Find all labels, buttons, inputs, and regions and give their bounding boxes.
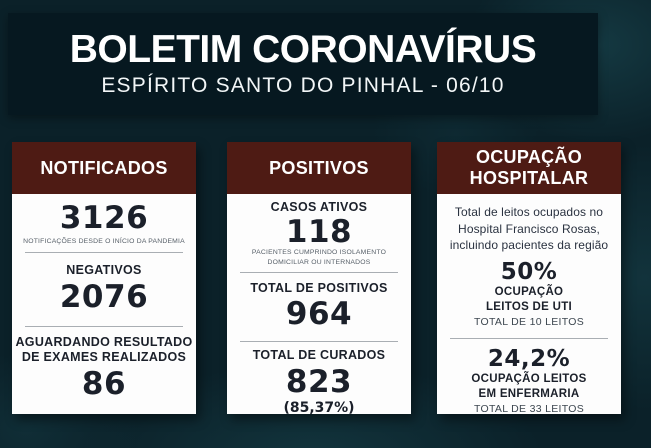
divider	[450, 338, 608, 340]
stat-label-total-curados: TOTAL DE CURADOS	[252, 348, 386, 363]
divider	[25, 252, 183, 254]
stat-label-uti: OCUPAÇÃO LEITOS DE UTI	[485, 285, 573, 313]
stat-label-enfermaria: OCUPAÇÃO LEITOS EM ENFERMARIA	[471, 373, 587, 401]
bulletin-header: BOLETIM CORONAVÍRUS ESPÍRITO SANTO DO PI…	[8, 13, 598, 115]
page-title: BOLETIM CORONAVÍRUS	[69, 27, 537, 71]
stat-value-uti: 50%	[500, 258, 558, 285]
card-body: 3126 NOTIFICAÇÕES DESDE O INÍCIO DA PAND…	[12, 194, 196, 414]
divider	[240, 341, 398, 343]
stat-label-casos-ativos: CASOS ATIVOS	[270, 200, 368, 214]
stat-value-notificados: 3126	[59, 200, 149, 236]
stat-value-enfermaria: 24,2%	[487, 346, 571, 373]
stat-label-negativos: NEGATIVOS	[66, 263, 142, 278]
card-body: CASOS ATIVOS 118 PACIENTES CUMPRINDO ISO…	[227, 194, 411, 417]
card-notificados: NOTIFICADOS 3126 NOTIFICAÇÕES DESDE O IN…	[12, 142, 196, 414]
card-title: POSITIVOS	[227, 142, 411, 194]
page-subtitle: ESPÍRITO SANTO DO PINHAL - 06/10	[101, 74, 505, 98]
stat-value-casos-ativos: 118	[285, 213, 353, 250]
card-title: OCUPAÇÃO HOSPITALAR	[437, 142, 621, 194]
card-body: Total de leitos ocupados no Hospital Fra…	[437, 194, 621, 416]
divider	[240, 271, 398, 273]
stat-value-aguardando: 86	[81, 365, 127, 402]
stat-label-total-positivos: TOTAL DE POSITIVOS	[250, 280, 388, 295]
card-positivos: POSITIVOS CASOS ATIVOS 118 PACIENTES CUM…	[227, 142, 411, 417]
card-intro-text: Total de leitos ocupados no Hospital Fra…	[449, 205, 609, 253]
stat-caption-casos-ativos: PACIENTES CUMPRINDO ISOLAMENTO DOMICILIA…	[251, 249, 387, 267]
stat-value-negativos: 2076	[59, 279, 149, 316]
stat-subvalue-curados-pct: (85,37%)	[283, 400, 355, 417]
stat-caption-enfermaria: TOTAL DE 33 LEITOS	[473, 403, 585, 416]
stat-label-aguardando: AGUARDANDO RESULTADO DE EXAMES REALIZADO…	[15, 334, 193, 365]
stat-value-total-curados: 823	[285, 363, 353, 400]
card-ocupacao-hospitalar: OCUPAÇÃO HOSPITALAR Total de leitos ocup…	[437, 142, 621, 416]
stat-value-total-positivos: 964	[285, 296, 353, 333]
stat-caption-uti: TOTAL DE 10 LEITOS	[473, 315, 585, 328]
card-title: NOTIFICADOS	[12, 142, 196, 194]
stat-caption-notificados: NOTIFICAÇÕES DESDE O INÍCIO DA PANDEMIA	[23, 237, 185, 245]
divider	[25, 325, 183, 327]
